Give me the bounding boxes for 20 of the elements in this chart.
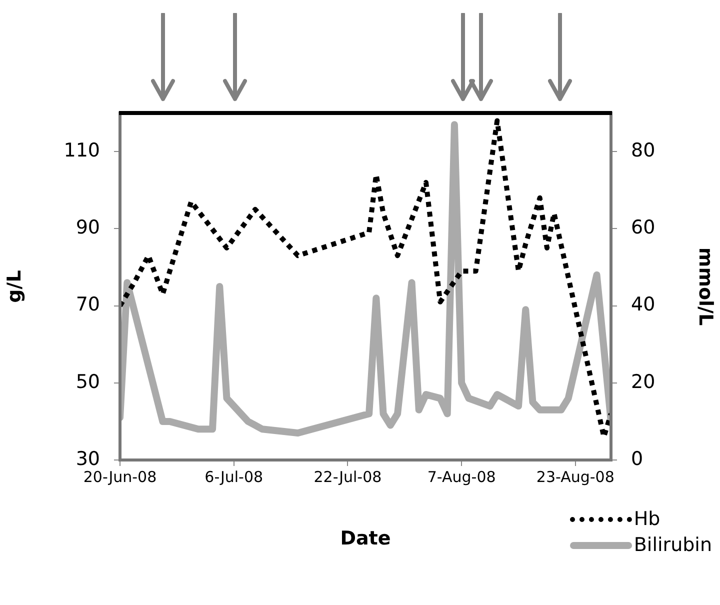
x-tick-label: 6-Jul-08 xyxy=(204,468,264,486)
legend-label: Hb xyxy=(634,508,660,530)
y-tick-label: 90 xyxy=(76,216,100,239)
y-tick-label: 30 xyxy=(76,448,100,470)
y2-tick-label: 60 xyxy=(631,216,656,239)
y2-tick-label: 20 xyxy=(631,370,656,393)
y-tick-label: 70 xyxy=(76,294,100,316)
y2-axis-title: mmol/L xyxy=(694,247,717,326)
y2-tick-label: 0 xyxy=(631,448,644,470)
y-axis-title: g/L xyxy=(3,270,26,303)
x-axis-title: Date xyxy=(340,528,391,550)
x-tick-label: 22-Jul-08 xyxy=(314,468,382,486)
y-tick-label: 110 xyxy=(64,139,100,162)
x-tick-label: 20-Jun-08 xyxy=(83,468,157,486)
x-tick-label: 7-Aug-08 xyxy=(427,468,496,486)
y2-tick-label: 80 xyxy=(631,139,656,162)
legend-label: Bilirubin xyxy=(634,534,712,556)
y2-tick-label: 40 xyxy=(631,294,656,316)
x-tick-label: 23-Aug-08 xyxy=(536,468,614,486)
y-tick-label: 50 xyxy=(76,370,100,393)
